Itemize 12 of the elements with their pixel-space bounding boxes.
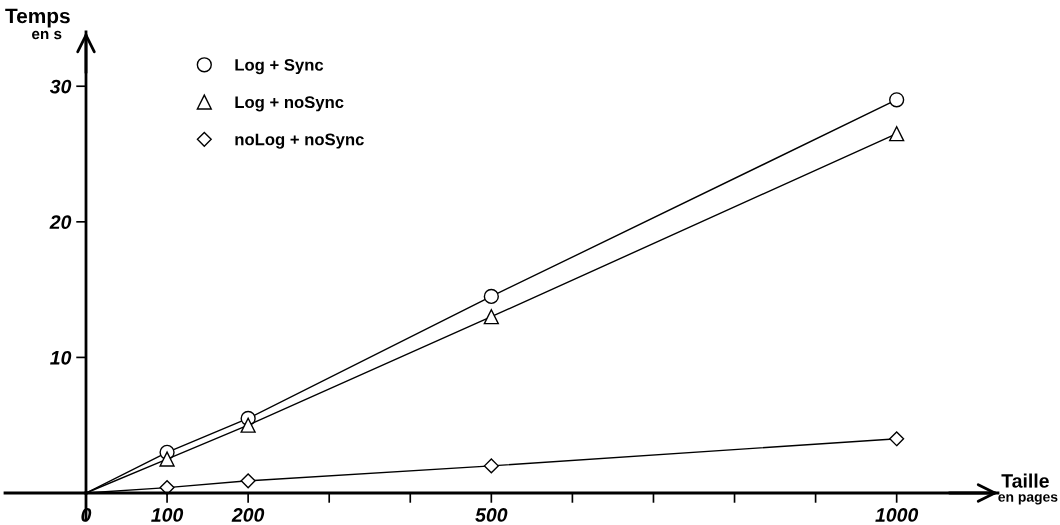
x-tick-label: 500 <box>475 508 508 522</box>
y-tick-label: 20 <box>49 215 72 230</box>
x-tick-label: 200 <box>231 508 265 522</box>
y-axis-title: Temps en s <box>5 8 70 40</box>
legend-label: Log + noSync <box>235 96 344 112</box>
y-tick-label: 10 <box>50 350 72 365</box>
legend-label: Log + Sync <box>235 58 324 75</box>
legend-label: noLog + noSync <box>235 133 364 149</box>
x-axis-title: Taille en pages <box>998 473 1058 505</box>
y-tick-label: 30 <box>49 79 72 94</box>
x-tick-label: 1000 <box>875 508 919 522</box>
x-tick-label: 100 <box>151 508 184 522</box>
